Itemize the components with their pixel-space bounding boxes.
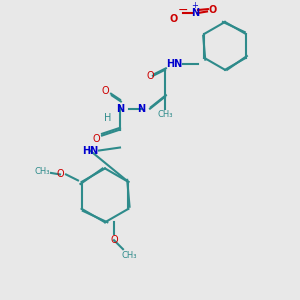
Text: +: + [192,1,198,10]
Text: O: O [101,86,109,96]
Text: N: N [191,8,199,18]
Text: HN: HN [82,146,98,155]
Text: CH₃: CH₃ [34,167,50,176]
Text: N: N [137,104,145,114]
Text: H: H [104,112,112,123]
Text: O: O [110,235,118,245]
Text: O: O [146,71,154,81]
Text: HN: HN [166,59,182,69]
Text: CH₃: CH₃ [157,110,173,119]
Text: O: O [56,169,64,179]
Text: O: O [170,14,178,24]
Text: N: N [116,104,124,114]
Text: O: O [209,5,217,15]
Text: CH₃: CH₃ [121,251,137,260]
Text: O: O [92,134,100,144]
Text: −: − [178,4,188,16]
